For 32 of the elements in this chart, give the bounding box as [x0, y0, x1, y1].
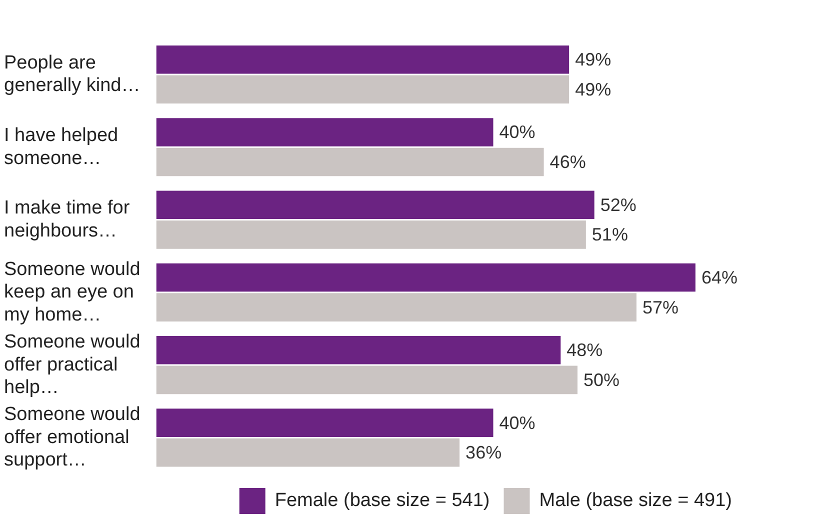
legend-label: Male (base size = 491)	[539, 490, 732, 512]
data-label: 57%	[642, 297, 679, 318]
bar	[156, 293, 636, 322]
bar	[156, 148, 544, 176]
data-label: 52%	[600, 194, 636, 215]
y-tick-label: Someone would offer emotional support…	[4, 404, 140, 471]
y-tick-label: I have helped someone…	[4, 124, 118, 169]
bar	[156, 75, 570, 104]
y-tick-label: People are generally kind…	[4, 52, 140, 96]
data-label: 49%	[575, 50, 612, 70]
data-label: 40%	[499, 122, 536, 142]
data-label: 51%	[592, 224, 628, 245]
data-label: 50%	[584, 370, 620, 390]
bar	[156, 220, 586, 249]
bar	[156, 438, 460, 467]
legend-label: Female (base size = 541)	[274, 490, 490, 512]
data-label: 64%	[701, 267, 738, 288]
data-label: 49%	[575, 79, 612, 100]
data-label: 36%	[466, 442, 502, 463]
y-tick-label: Someone would keep an eye on my home…	[4, 258, 140, 326]
bar	[156, 118, 494, 146]
bar	[156, 263, 696, 292]
bar	[156, 45, 570, 74]
data-label: 40%	[499, 412, 536, 433]
data-label: 48%	[566, 340, 603, 360]
y-tick-label: I make time for neighbours…	[4, 198, 130, 242]
bar	[156, 190, 594, 220]
bar	[156, 408, 494, 437]
bar	[156, 366, 578, 394]
data-label: 46%	[550, 152, 586, 172]
bar	[156, 336, 561, 364]
y-tick-label: Someone would offer practical help…	[4, 331, 140, 398]
